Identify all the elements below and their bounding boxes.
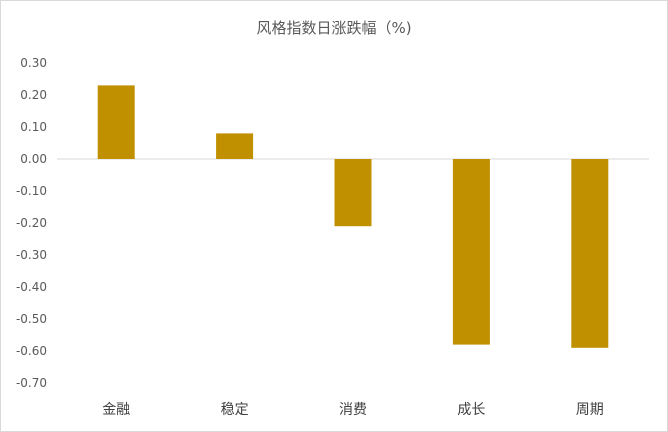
bar-0 <box>97 85 135 159</box>
y-tick-label: 0.10 <box>20 120 47 134</box>
x-category-label: 稳定 <box>221 402 249 418</box>
y-tick-label: -0.50 <box>16 312 47 326</box>
bars <box>97 85 609 348</box>
y-tick-label: -0.20 <box>16 216 47 230</box>
bar-2 <box>334 159 372 227</box>
bar-1 <box>216 133 254 159</box>
x-category-label: 成长 <box>457 402 485 418</box>
bar-3 <box>452 159 490 345</box>
x-category-label: 周期 <box>576 402 604 418</box>
x-axis-labels: 金融 稳定 消费 成长 周期 <box>102 402 604 418</box>
y-tick-label: -0.10 <box>16 184 47 198</box>
y-tick-label: -0.30 <box>16 248 47 262</box>
y-axis-ticks: 0.30 0.20 0.10 0.00 -0.10 -0.20 -0.30 -0.40 -0.5… <box>16 56 47 390</box>
y-tick-label: -0.70 <box>16 376 47 390</box>
chart-title: 风格指数日涨跌幅（%) <box>256 19 412 37</box>
x-category-label: 金融 <box>102 402 130 418</box>
y-tick-label: 0.20 <box>20 88 47 102</box>
bar-4 <box>571 159 609 348</box>
y-tick-label: -0.60 <box>16 344 47 358</box>
x-category-label: 消费 <box>339 402 367 418</box>
y-tick-label: 0.00 <box>20 152 47 166</box>
y-tick-label: -0.40 <box>16 280 47 294</box>
y-tick-label: 0.30 <box>20 56 47 70</box>
